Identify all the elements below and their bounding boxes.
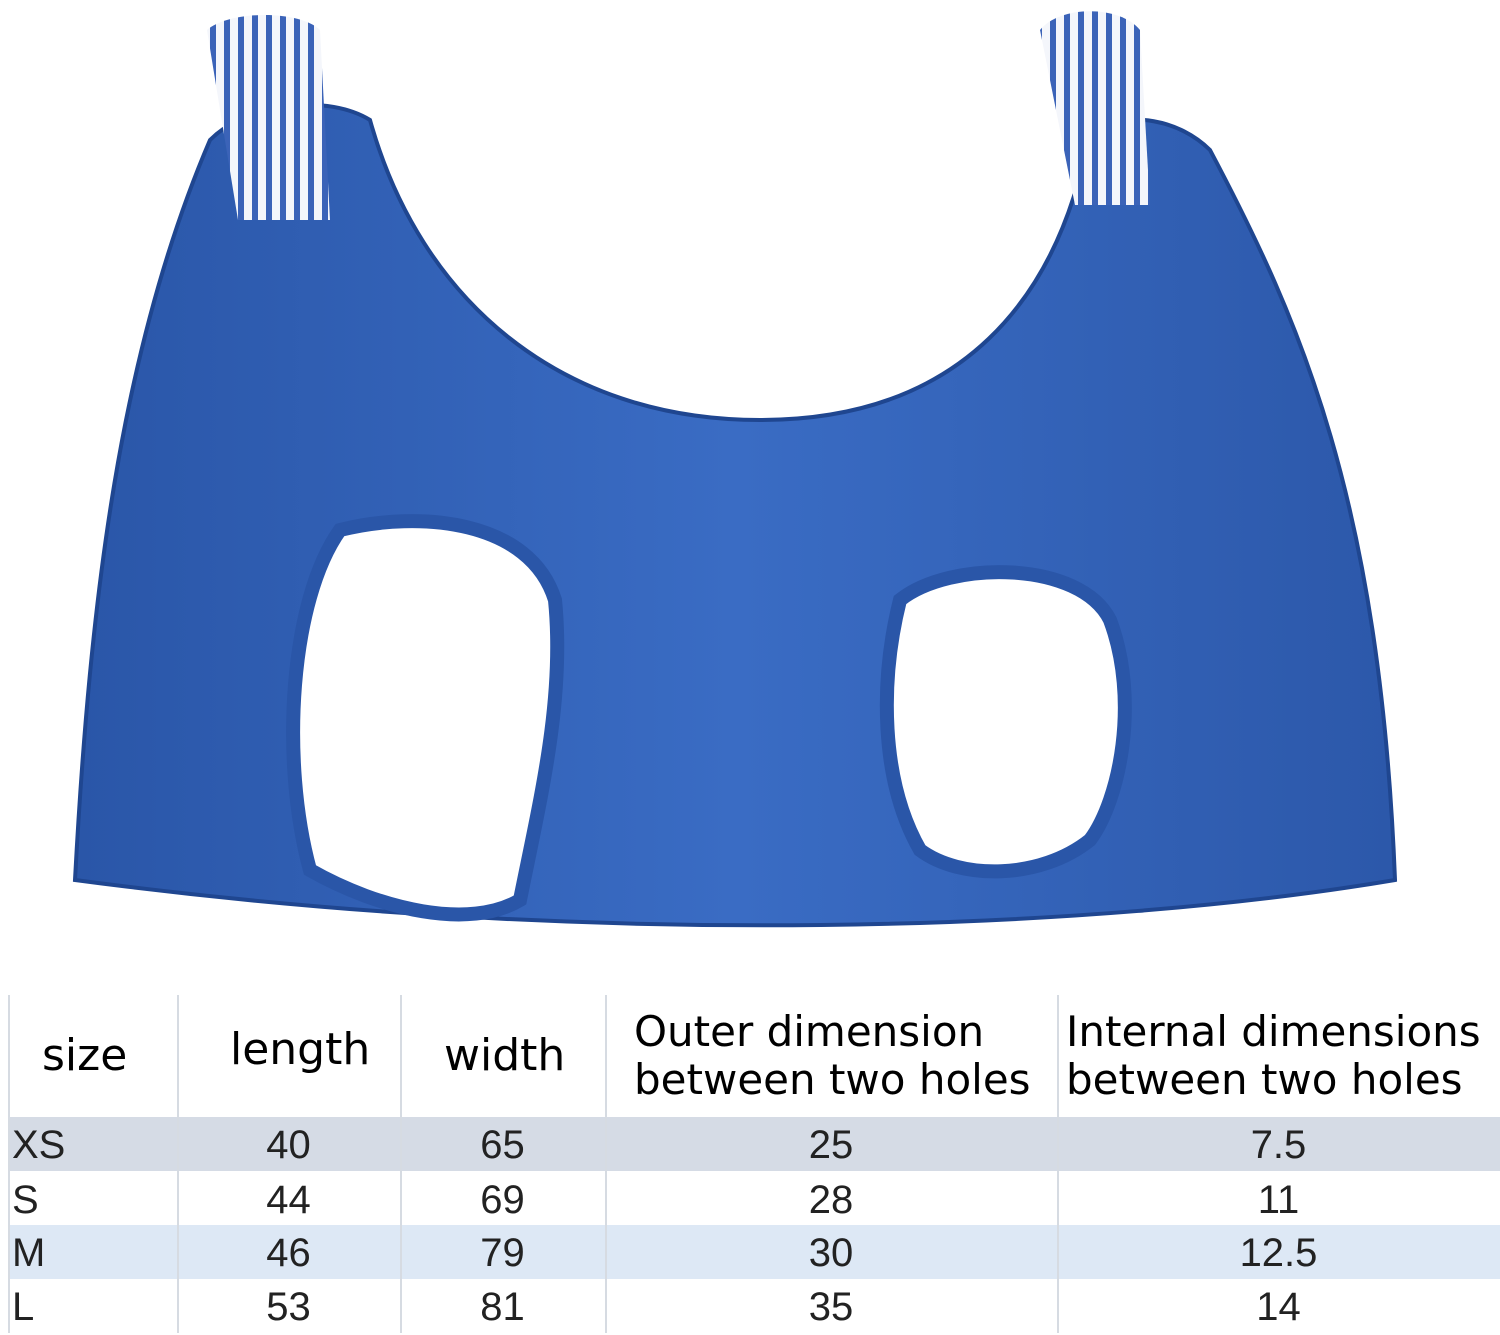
cell-width: 65 — [480, 1123, 525, 1167]
divider — [400, 995, 402, 1333]
cell-outer: 28 — [808, 1178, 854, 1222]
divider — [605, 995, 607, 1333]
cell-length: 53 — [266, 1285, 311, 1329]
cell-size: L — [12, 1285, 35, 1329]
cell-length: 44 — [266, 1178, 311, 1222]
cell-internal: 12.5 — [1239, 1231, 1318, 1275]
cell-size: S — [12, 1178, 39, 1222]
cell-size: M — [12, 1231, 46, 1275]
cell-outer: 30 — [808, 1231, 854, 1275]
cell-width: 69 — [480, 1178, 525, 1222]
header-size: size — [42, 1030, 128, 1081]
cell-width: 79 — [480, 1231, 525, 1275]
cell-outer: 25 — [808, 1123, 854, 1167]
right-strap — [1040, 11, 1150, 205]
cell-width: 81 — [480, 1285, 525, 1329]
header-outer-dimension: Outer dimension between two holes — [634, 1007, 1031, 1104]
table-row-xs: XS 40 65 25 7.5 — [8, 1117, 1500, 1171]
divider — [8, 995, 10, 1333]
divider — [177, 995, 179, 1333]
table-row-l: L 53 81 35 14 — [8, 1279, 1500, 1333]
size-table: XS 40 65 25 7.5 S 44 69 28 11 M 46 79 30… — [8, 995, 1500, 1333]
right-leg-hole — [879, 565, 1132, 879]
cell-length: 46 — [266, 1231, 311, 1275]
cell-size: XS — [12, 1123, 66, 1167]
sling-body — [72, 102, 1398, 928]
cell-internal: 11 — [1257, 1178, 1300, 1222]
cell-outer: 35 — [808, 1285, 854, 1329]
header-width: width — [444, 1030, 566, 1081]
product-photo-sling — [72, 11, 1398, 928]
table-row-m: M 46 79 30 12.5 — [8, 1225, 1500, 1279]
left-strap — [207, 15, 330, 220]
header-length: length — [230, 1024, 371, 1075]
left-leg-hole — [286, 514, 565, 922]
cell-internal: 7.5 — [1250, 1123, 1307, 1167]
table-row-s: S 44 69 28 11 — [8, 1172, 1500, 1226]
cell-length: 40 — [266, 1123, 311, 1167]
header-internal-dimensions: Internal dimensions between two holes — [1066, 1007, 1481, 1104]
divider — [1057, 995, 1059, 1333]
cell-internal: 14 — [1256, 1285, 1301, 1329]
